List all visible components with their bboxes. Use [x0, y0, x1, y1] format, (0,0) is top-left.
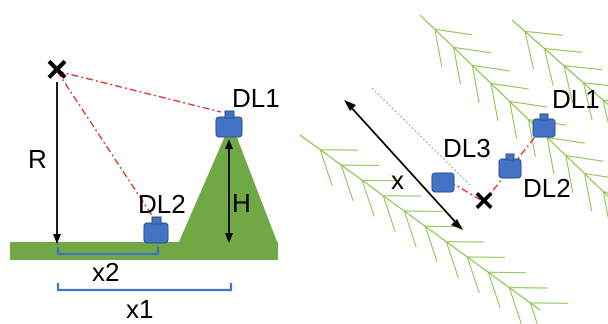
- tree-branch: [583, 82, 608, 86]
- label-x2: x2: [92, 257, 119, 287]
- logger-dl2-left: [143, 216, 169, 244]
- tree-branch: [508, 287, 522, 324]
- tree-branch: [434, 29, 443, 67]
- tree-branch: [434, 28, 473, 36]
- tree-branch: [472, 64, 510, 72]
- tree-branch: [361, 180, 375, 217]
- tree-branch: [340, 164, 354, 202]
- tree-branch: [563, 65, 602, 71]
- tree-branch: [529, 302, 538, 324]
- tree-branch: [445, 241, 459, 278]
- tree-branch: [602, 99, 608, 124]
- tree-branch: [403, 210, 417, 248]
- label-x: x: [391, 165, 404, 195]
- tree-branch: [565, 155, 574, 194]
- hill: [178, 122, 278, 244]
- tree-branch: [509, 101, 548, 108]
- sight-line-to-dl1: [56, 70, 222, 113]
- tree-branch: [563, 65, 574, 103]
- tree-branch: [528, 119, 536, 157]
- x-arrowhead-bottom: [451, 219, 463, 230]
- tree-branch: [565, 155, 604, 162]
- tree-branch: [583, 82, 593, 121]
- label-dl3: DL3: [443, 133, 491, 163]
- x-arrowhead-top: [344, 100, 356, 111]
- tree-branch: [466, 256, 480, 294]
- label-r: R: [28, 144, 47, 174]
- source-marker-right: ×: [474, 182, 494, 220]
- tree-branch: [546, 137, 555, 175]
- label-dl1-left: DL1: [232, 83, 280, 113]
- tree-branch: [547, 137, 585, 144]
- tree-branch: [453, 47, 461, 85]
- label-x1: x1: [126, 294, 153, 324]
- label-dl1-right: DL1: [552, 84, 600, 114]
- tree-branch: [543, 48, 554, 86]
- tree-branch: [524, 31, 534, 69]
- tree-branch: [524, 30, 563, 36]
- x-distance-arrow: [348, 104, 460, 227]
- tree-branch: [453, 46, 492, 54]
- tree-trunk: [299, 134, 541, 311]
- tree-branch: [602, 191, 608, 220]
- tree-trunk: [419, 14, 608, 197]
- tree-branch: [544, 48, 583, 53]
- r-arrowhead: [53, 234, 61, 244]
- sight-line-dl3: [448, 180, 485, 203]
- tree-branch: [584, 173, 593, 212]
- x2-bracket: [56, 247, 160, 256]
- tree-branch: [487, 272, 501, 309]
- logger-dl1-right: [532, 113, 556, 138]
- logger-dl1-left: [215, 110, 243, 138]
- tree-branch: [584, 173, 608, 178]
- logger-dl3-right: [431, 172, 455, 193]
- label-dl2-left: DL2: [138, 189, 186, 219]
- forest-trees: [299, 14, 608, 324]
- label-h: H: [232, 188, 251, 218]
- label-dl2-right: DL2: [523, 173, 571, 203]
- tree-branch: [509, 101, 518, 139]
- tree-branch: [382, 195, 396, 232]
- gray-guide-line: [371, 87, 471, 186]
- tree-branch: [424, 226, 438, 263]
- logger-dl2-right: [498, 153, 522, 179]
- tree-branch: [471, 65, 480, 103]
- sight-line-to-dl2: [56, 70, 158, 224]
- tree-branch: [490, 82, 529, 90]
- ground-strip: [10, 242, 278, 260]
- tree-trunk: [511, 19, 608, 106]
- source-marker-left: ×: [46, 49, 68, 91]
- tree-branch: [490, 83, 499, 121]
- h-arrowhead-bottom: [225, 233, 233, 243]
- x1-bracket: [56, 283, 233, 292]
- tree-branch: [319, 149, 333, 186]
- h-arrowhead-top: [225, 139, 233, 149]
